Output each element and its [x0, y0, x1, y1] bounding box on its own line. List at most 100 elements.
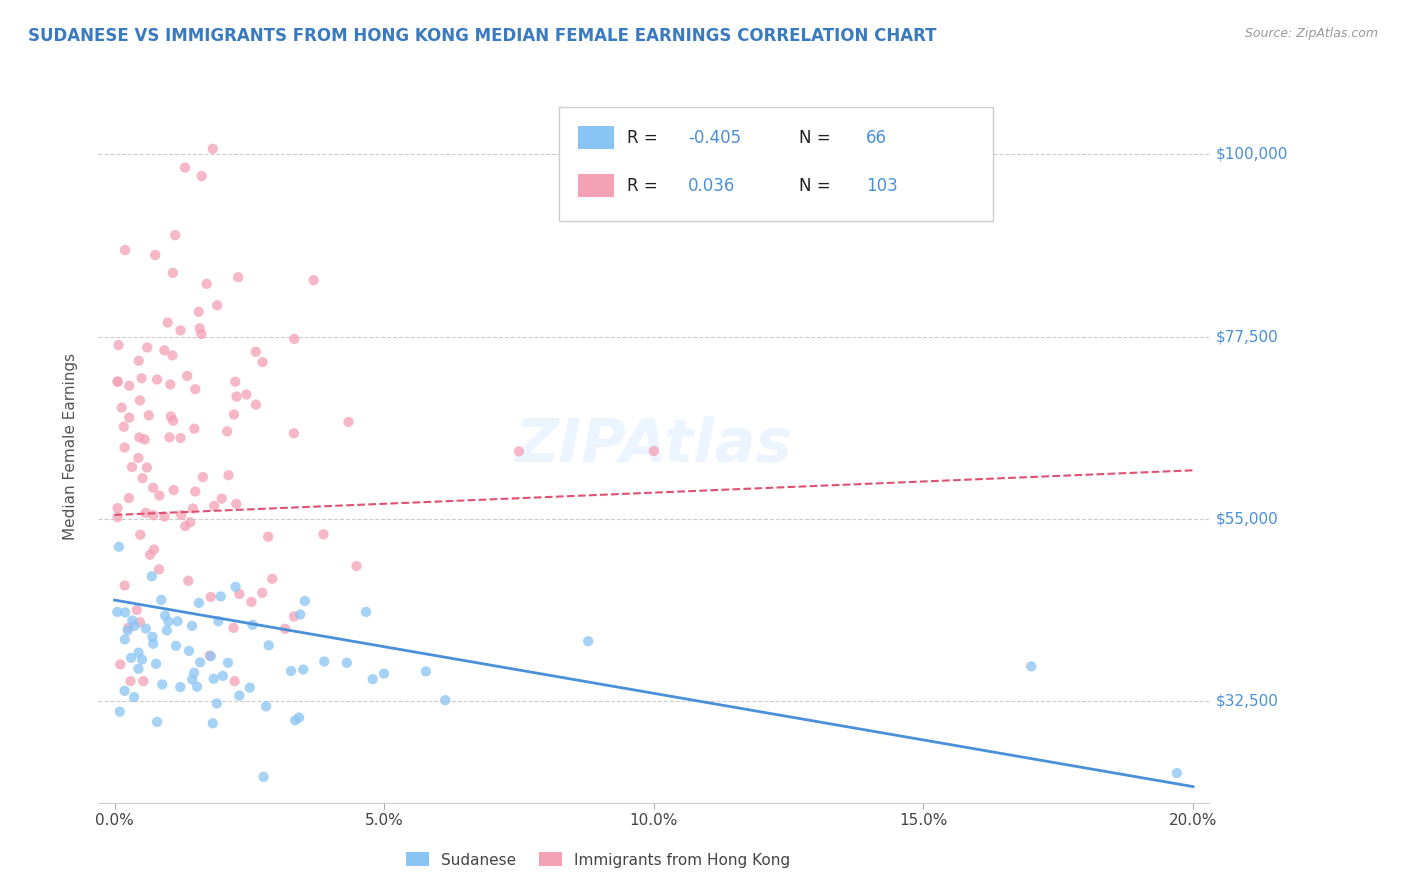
Point	[508, 444, 530, 458]
Point	[239, 681, 262, 695]
Point	[118, 410, 141, 425]
Point	[336, 656, 359, 670]
Point	[153, 608, 176, 623]
Point	[114, 683, 136, 698]
Point	[176, 368, 198, 383]
Point	[156, 316, 179, 330]
Point	[127, 662, 149, 676]
Text: -0.405: -0.405	[688, 128, 741, 146]
Point	[148, 488, 170, 502]
Point	[141, 630, 163, 644]
Point	[129, 615, 152, 629]
Point	[107, 510, 129, 524]
Point	[183, 665, 205, 680]
Point	[209, 590, 232, 604]
Point	[292, 663, 315, 677]
Text: 103: 103	[866, 177, 897, 194]
Point	[122, 690, 145, 705]
Point	[190, 169, 212, 183]
Point	[170, 508, 193, 522]
Point	[166, 614, 188, 628]
Point	[177, 644, 200, 658]
Point	[184, 484, 207, 499]
Point	[212, 669, 235, 683]
Point	[128, 393, 150, 408]
Point	[283, 609, 305, 624]
Point	[162, 348, 184, 362]
Point	[188, 321, 211, 335]
Point	[1166, 766, 1188, 780]
Point	[195, 277, 218, 291]
Point	[201, 716, 224, 731]
Point	[162, 414, 184, 428]
Point	[146, 372, 169, 386]
Point	[373, 666, 395, 681]
Point	[252, 355, 274, 369]
Point	[135, 506, 157, 520]
Point	[200, 590, 222, 604]
Point	[125, 603, 148, 617]
Text: $100,000: $100,000	[1216, 146, 1288, 161]
Point	[131, 371, 153, 385]
Point	[159, 377, 181, 392]
Point	[235, 387, 257, 401]
Point	[337, 415, 360, 429]
Point	[217, 425, 239, 439]
Point	[200, 649, 222, 664]
Point	[226, 270, 249, 285]
Point	[181, 619, 204, 633]
Point	[107, 375, 129, 389]
Point	[138, 409, 160, 423]
Point	[142, 637, 165, 651]
Point	[283, 426, 305, 441]
Point	[188, 656, 211, 670]
Point	[143, 248, 166, 262]
Point	[245, 398, 267, 412]
Point	[225, 580, 247, 594]
Point	[205, 298, 228, 312]
Point	[108, 705, 131, 719]
Point	[121, 460, 143, 475]
Point	[240, 595, 263, 609]
Point	[174, 519, 197, 533]
Point	[177, 574, 200, 588]
Point	[114, 632, 136, 647]
Point	[169, 323, 191, 337]
Point	[191, 470, 214, 484]
Point	[157, 615, 180, 629]
Point	[159, 430, 181, 444]
Point	[162, 266, 184, 280]
Point	[252, 770, 274, 784]
Point	[128, 430, 150, 444]
Point	[245, 344, 267, 359]
Point	[262, 572, 284, 586]
Point	[134, 433, 156, 447]
Point	[136, 341, 159, 355]
Point	[145, 657, 167, 671]
Point	[288, 710, 311, 724]
Point	[153, 509, 176, 524]
Point	[179, 515, 201, 529]
Point	[302, 273, 325, 287]
Point	[183, 422, 205, 436]
Text: Source: ZipAtlas.com: Source: ZipAtlas.com	[1244, 27, 1378, 40]
Text: ZIPAtlas: ZIPAtlas	[515, 417, 793, 475]
Point	[187, 305, 209, 319]
Text: R =: R =	[627, 128, 664, 146]
Point	[114, 606, 136, 620]
Point	[112, 419, 135, 434]
Point	[181, 501, 204, 516]
Point	[107, 375, 129, 389]
Point	[205, 697, 228, 711]
Point	[169, 680, 191, 694]
Point	[128, 646, 150, 660]
Point	[165, 228, 187, 243]
Point	[283, 332, 305, 346]
Text: $32,500: $32,500	[1216, 694, 1279, 709]
Point	[169, 431, 191, 445]
Point	[120, 651, 142, 665]
Point	[107, 338, 129, 352]
Point	[225, 390, 247, 404]
Point	[254, 699, 277, 714]
Point	[284, 714, 307, 728]
